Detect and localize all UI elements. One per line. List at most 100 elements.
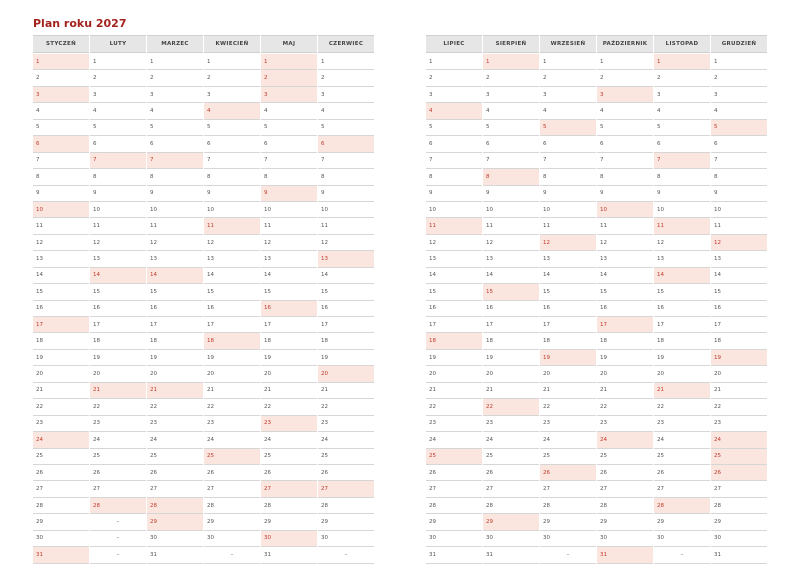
day-cell: 29 [318,514,374,531]
holiday-day-cell: 2 [261,70,317,87]
holiday-day-cell: 28 [90,497,146,515]
empty-day-cell: – [90,531,146,548]
day-cell: 12 [483,235,539,252]
holiday-day-cell: 20 [318,366,374,383]
day-cell: 9 [33,186,89,202]
day-cell: 27 [147,481,203,498]
day-cell: 28 [426,498,482,515]
day-cell: 4 [261,103,317,120]
day-cell: 30 [711,531,767,548]
day-cell: 17 [540,317,596,334]
holiday-day-cell: 9 [261,185,317,202]
day-cell: 17 [483,317,539,334]
day-cell: 21 [426,383,482,400]
day-cell: 15 [33,284,89,301]
day-cell: 4 [33,103,89,120]
day-cell: 5 [597,120,653,137]
holiday-day-cell: 8 [483,169,539,186]
day-cell: 12 [597,235,653,252]
day-cell: 20 [147,366,203,383]
holiday-day-cell: 29 [147,514,203,531]
holiday-day-cell: 31 [33,547,89,564]
holiday-day-cell: 14 [654,267,710,285]
day-cell: 4 [711,103,767,120]
day-cell: 20 [597,366,653,383]
empty-day-cell: – [90,514,146,531]
holiday-day-cell: 28 [147,497,203,515]
holiday-day-cell: 11 [204,218,260,235]
month-column: LUTY 1 2 3 4 5 6 7 8 9 10 11 12 13 14 15 16 17 18 19 20 21 22 2… [90,35,146,564]
day-cell: 10 [540,202,596,219]
holiday-day-cell: 14 [147,267,203,285]
holiday-day-cell: 10 [597,201,653,219]
month-column: PAŹDZIERNIK 1 2 3 4 5 6 7 8 9 10 11 12 13 14 15 16 17 18 19… [597,35,653,564]
day-cell: 18 [711,333,767,350]
day-cell: 19 [426,350,482,367]
day-cell: 5 [90,120,146,137]
day-cell: 21 [540,383,596,400]
day-cell: 13 [654,251,710,268]
holiday-day-cell: 18 [204,333,260,350]
day-cell: 1 [147,54,203,71]
day-cell: 6 [540,136,596,153]
day-cell: 4 [483,103,539,120]
holiday-day-cell: 12 [711,234,767,252]
day-cell: 13 [90,251,146,268]
day-cell: 27 [711,481,767,498]
holiday-day-cell: 27 [261,481,317,498]
holiday-day-cell: 4 [426,103,482,120]
month-column: CZERWIEC 1 2 3 4 5 6 7 8 9 10 11 12 13 14 15 16 17 18 19 20 2… [318,35,374,564]
day-cell: 12 [204,235,260,252]
month-column: MARZEC 1 2 3 4 5 6 7 8 9 10 11 12 13 14 15 16 17 18 19 20 21 2… [147,35,203,564]
day-cell: 13 [204,251,260,268]
holiday-day-cell: 14 [90,267,146,285]
day-cell: 8 [654,169,710,186]
day-cell: 25 [33,449,89,465]
day-cell: 10 [147,202,203,219]
month-header: LISTOPAD [654,35,710,53]
holiday-day-cell: 24 [597,432,653,449]
day-cell: 8 [204,169,260,186]
day-cell: 18 [540,333,596,350]
day-cell: 2 [147,70,203,87]
month-header: SIERPIEŃ [483,35,539,53]
month-header: WRZESIEŃ [540,35,596,53]
day-cell: 1 [204,54,260,71]
month-column: WRZESIEŃ 1 2 3 4 5 6 7 8 9 10 11 12 13 14 15 16 17 18 19 20 2… [540,35,596,564]
holiday-day-cell: 25 [426,448,482,465]
empty-day-cell: – [318,547,374,564]
day-cell: 3 [90,87,146,104]
day-cell: 25 [90,449,146,465]
month-header: LUTY [90,35,146,53]
day-cell: 25 [654,449,710,465]
day-cell: 23 [597,416,653,433]
holiday-day-cell: 21 [654,382,710,400]
day-cell: 19 [483,350,539,367]
day-cell: 5 [33,120,89,137]
day-cell: 7 [318,153,374,170]
day-cell: 16 [597,301,653,317]
day-cell: 31 [711,547,767,564]
day-cell: 19 [90,350,146,367]
day-cell: 20 [426,366,482,383]
day-cell: 16 [318,301,374,317]
day-cell: 3 [426,87,482,104]
month-header: MARZEC [147,35,203,53]
day-cell: 2 [540,70,596,87]
day-cell: 11 [318,218,374,235]
day-cell: 8 [261,169,317,186]
day-cell: 25 [483,449,539,465]
day-cell: 4 [540,103,596,120]
day-cell: 5 [483,120,539,137]
holiday-day-cell: 23 [261,415,317,433]
holiday-day-cell: 11 [654,218,710,235]
holiday-day-cell: 5 [540,119,596,137]
holiday-day-cell: 1 [483,54,539,71]
day-cell: 3 [483,87,539,104]
holiday-day-cell: 27 [318,481,374,498]
day-cell: 19 [318,350,374,367]
day-cell: 5 [204,120,260,137]
day-cell: 26 [90,465,146,482]
day-cell: 4 [597,103,653,120]
empty-day-cell: – [654,547,710,564]
